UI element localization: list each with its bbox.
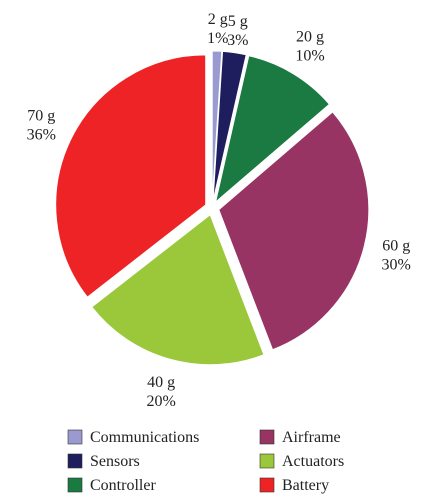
legend-swatch: [67, 429, 83, 445]
pie-slice: [212, 50, 247, 202]
value-label: 70 g: [27, 108, 55, 125]
value-label: 60 g: [382, 237, 410, 254]
legend-label: Battery: [282, 477, 329, 494]
percent-label: 1%: [207, 30, 228, 47]
percent-label: 36%: [27, 127, 56, 144]
percent-label: 20%: [146, 393, 175, 410]
pie-slice: [55, 54, 207, 298]
legend-label: Sensors: [90, 453, 140, 470]
legend-swatch: [259, 477, 275, 493]
value-label: 2 g: [208, 11, 228, 28]
legend-swatch: [67, 453, 83, 469]
value-label: 40 g: [147, 374, 175, 391]
value-label: 20 g: [296, 28, 324, 45]
legend-swatch: [67, 477, 83, 493]
legend-swatch: [259, 453, 275, 469]
pie-slice: [218, 111, 370, 351]
pie-slice: [91, 213, 265, 366]
legend-label: Actuators: [282, 453, 344, 470]
legend-label: Communications: [90, 429, 199, 446]
percent-label: 10%: [295, 47, 324, 64]
percent-label: 3%: [227, 32, 248, 49]
legend-swatch: [259, 429, 275, 445]
pie-slice: [214, 55, 331, 204]
legend-label: Controller: [90, 477, 156, 494]
percent-label: 30%: [382, 256, 411, 273]
pie-slice: [211, 50, 223, 202]
value-label: 5 g: [228, 13, 248, 30]
legend-label: Airframe: [282, 429, 341, 446]
